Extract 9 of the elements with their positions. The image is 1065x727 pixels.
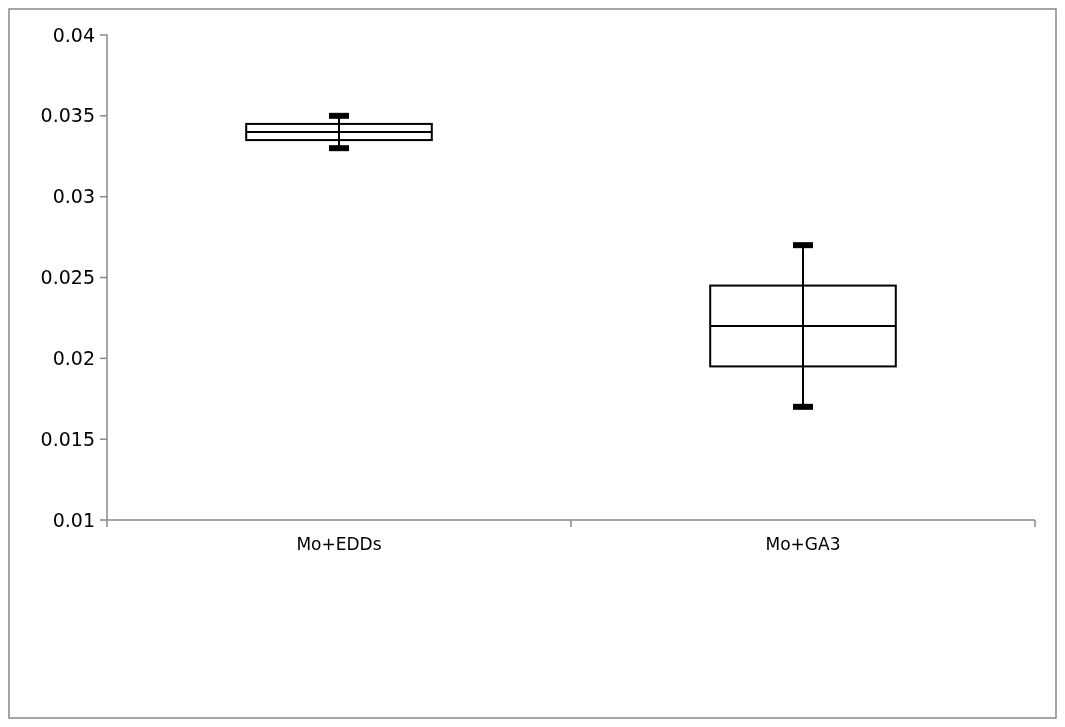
y-tick-label: 0.015: [40, 427, 95, 450]
x-tick-label: Mo+EDDs: [296, 534, 382, 554]
y-tick-label: 0.01: [52, 508, 95, 531]
y-tick-label: 0.04: [52, 23, 95, 46]
x-tick-label: Mo+GA3: [765, 534, 841, 554]
y-tick-label: 0.025: [40, 266, 95, 289]
y-tick-label: 0.02: [52, 346, 95, 369]
y-tick-label: 0.03: [52, 185, 95, 208]
y-tick-label: 0.035: [40, 104, 95, 127]
